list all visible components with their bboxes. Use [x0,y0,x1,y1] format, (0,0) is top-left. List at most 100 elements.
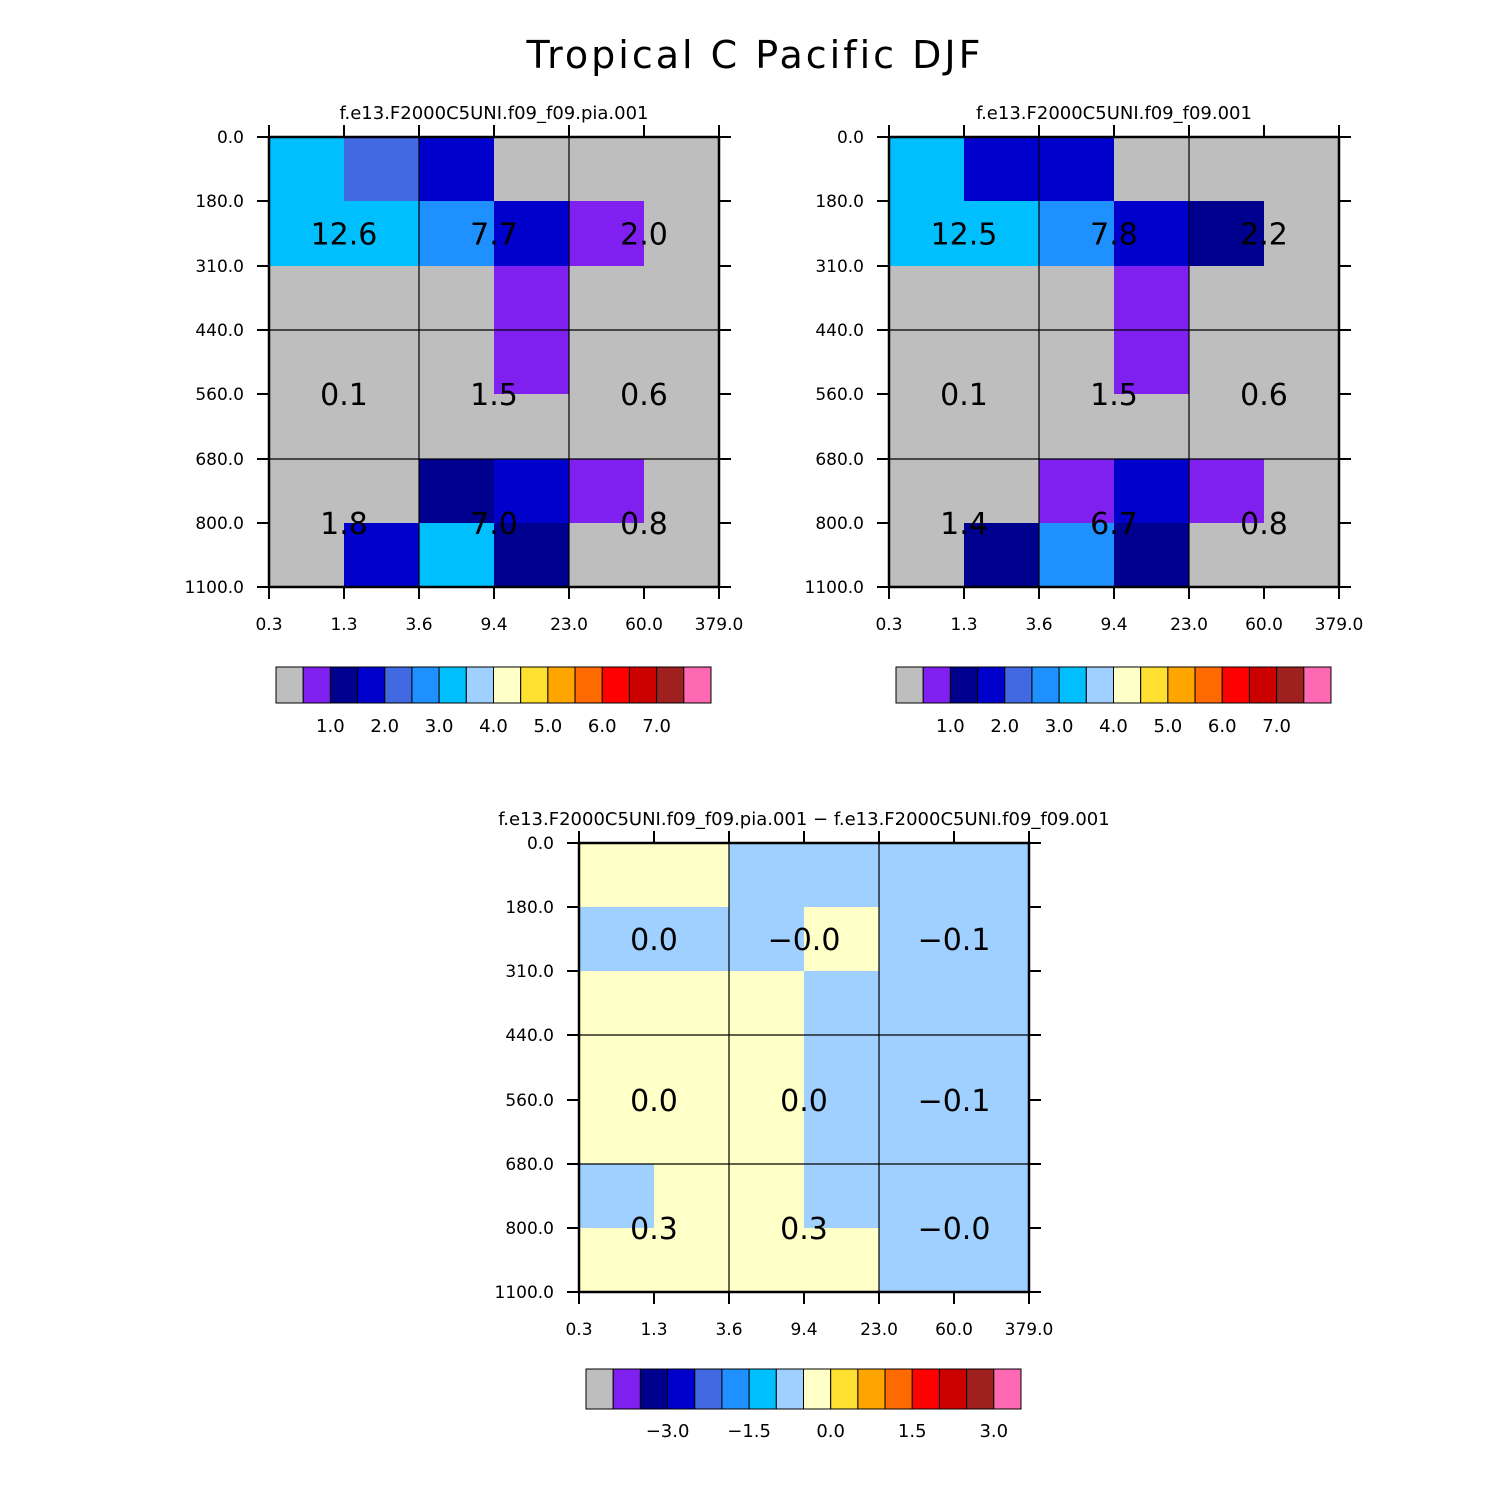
colorbar-swatch [1113,666,1142,704]
heatmap-cell [804,1035,880,1101]
heatmap-cell [729,1100,805,1165]
heatmap-cell [344,523,420,588]
colorbar-swatch [966,1368,995,1410]
x-tick-label: 3.6 [715,1320,742,1340]
colorbar-swatch [547,666,576,704]
colorbar-swatch [1140,666,1169,704]
heatmap-cell [729,1228,805,1293]
heatmap-cell [579,1035,655,1101]
heatmap-cell [269,201,345,267]
x-tick-label: 60.0 [1245,615,1283,635]
heatmap-cell [964,523,1040,588]
y-tick-label: 180.0 [505,898,554,918]
x-tick-label: 23.0 [550,615,588,635]
colorbar-swatch [938,1368,968,1410]
colorbar-swatch [585,1368,614,1410]
cell-value-label: 0.1 [320,378,368,413]
heatmap-cell [644,330,720,395]
cell-value-label: −0.0 [768,923,841,958]
heatmap-cell [644,137,720,202]
colorbar-swatch [911,1368,940,1410]
colorbar-tick-label: 5.0 [1154,716,1183,737]
colorbar-swatch [683,666,712,704]
y-tick-label: 560.0 [815,385,864,405]
heatmap-cell [569,459,645,524]
colorbar-swatch [520,666,549,704]
x-tick-label: 60.0 [625,615,663,635]
x-tick-label: 9.4 [790,1320,817,1340]
heatmap-cell [1114,394,1190,460]
cell-value-label: 0.6 [1240,378,1288,413]
y-tick-label: 560.0 [505,1091,554,1111]
x-tick-label: 0.3 [565,1320,592,1340]
heatmap-cell [879,1164,955,1229]
colorbar-swatch [612,1368,641,1410]
cell-value-label: 0.8 [620,507,668,542]
cell-value-label: −0.1 [918,923,991,958]
heatmap-cell [1189,523,1265,588]
colorbar-swatch [895,666,924,704]
heatmap-cell [644,523,720,588]
heatmap-cell [1264,266,1340,331]
heatmap-cell [729,1164,805,1229]
colorbar-tick-label: 7.0 [642,716,671,737]
colorbar-swatch [438,666,467,704]
cell-value-label: 0.0 [630,1084,678,1119]
heatmap-cell [1264,330,1340,395]
cell-value-label: 1.5 [470,378,518,413]
heatmap-cell [1264,459,1340,524]
heatmap-cell [1189,394,1265,460]
cell-value-label: 6.7 [1090,507,1138,542]
heatmap-cell [654,843,730,908]
colorbar-tick-label: 2.0 [990,716,1019,737]
colorbar-swatch [601,666,630,704]
colorbar-swatch [1303,666,1332,704]
cell-value-label: 0.8 [1240,507,1288,542]
heatmap-cell [344,394,420,460]
heatmap-cell [954,843,1030,908]
heatmap-cell [579,907,655,972]
heatmap-cell [419,459,495,524]
cell-value-label: 1.4 [940,507,988,542]
colorbar-swatch [1194,666,1223,704]
heatmap-cell [964,394,1040,460]
heatmap-cell [954,1035,1030,1101]
x-tick-label: 1.3 [330,615,357,635]
heatmap-cell [269,394,345,460]
y-tick-label: 0.0 [837,128,864,148]
colorbar-swatch [993,1368,1022,1410]
heatmap-cell [729,971,805,1036]
colorbar-swatch [329,666,359,704]
heatmap-cell [729,843,805,908]
x-tick-label: 379.0 [1315,615,1364,635]
y-tick-label: 800.0 [815,514,864,534]
heatmap-cell [579,1164,655,1229]
colorbar-swatch [465,666,494,704]
colorbar-swatch [884,1368,913,1410]
heatmap-cell [344,137,420,202]
colorbar-swatch [775,1368,804,1410]
colorbar-swatch [574,666,603,704]
colorbar-swatch [493,666,522,704]
colorbar-tick-label: 1.5 [898,1421,927,1442]
heatmap-cell [954,1100,1030,1165]
heatmap-cell [729,1035,805,1101]
panel-pia: f.e13.F2000C5UNI.f09_f09.pia.001 0.3 1.3 3.… [185,103,744,737]
colorbar-tick-label: 1.0 [936,716,965,737]
y-tick-label: 1100.0 [495,1283,554,1303]
heatmap-cell [1114,459,1190,524]
heatmap-cell [954,1228,1030,1293]
x-tick-label: 1.3 [640,1320,667,1340]
cell-value-label: 12.5 [931,218,998,253]
heatmap-cell [889,201,965,267]
page-title: Tropical C Pacific DJF [526,33,984,77]
heatmap-cell [964,137,1040,202]
heatmap-cell [344,330,420,395]
heatmap-cell [1189,201,1265,267]
subplot-title: f.e13.F2000C5UNI.f09_f09.pia.001 [339,103,648,124]
heatmap-cell [954,907,1030,972]
heatmap-cell [964,330,1040,395]
heatmap-cell [494,201,570,267]
heatmap-cell [654,1100,730,1165]
colorbar-tick-label: 6.0 [1208,716,1237,737]
